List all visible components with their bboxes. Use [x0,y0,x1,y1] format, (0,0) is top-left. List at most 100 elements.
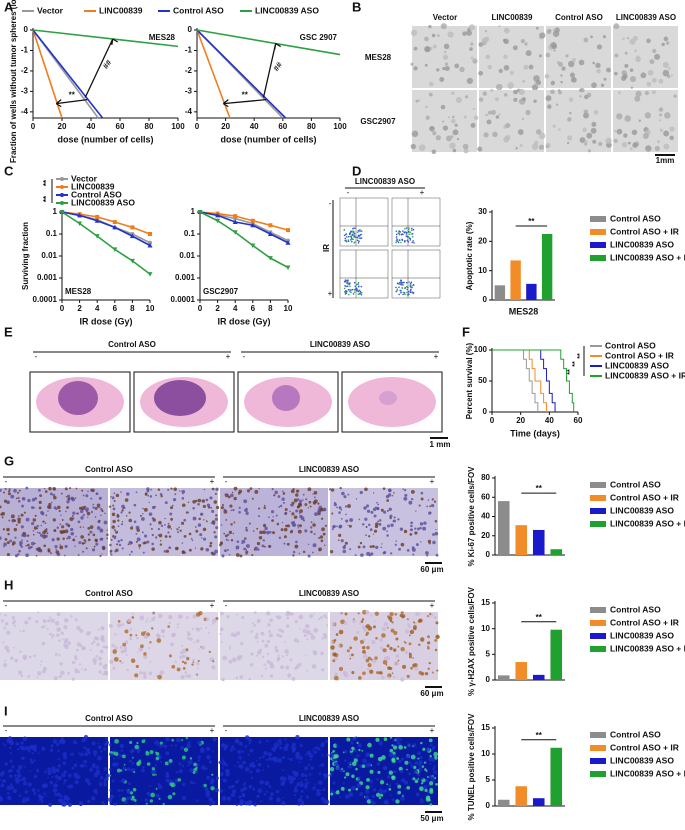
texture [636,55,640,59]
texture [116,514,120,518]
legend-swatch [590,255,606,261]
texture [64,554,66,557]
texture [187,632,191,637]
texture [403,529,408,534]
y-tick-label: 0 [188,25,193,34]
texture [351,240,353,243]
texture [0,536,2,540]
texture [174,744,178,747]
texture [405,227,408,229]
texture [131,525,133,527]
texture [122,642,127,647]
texture [363,506,367,510]
texture [87,526,91,530]
texture [213,552,216,555]
texture [13,624,16,627]
texture [359,230,361,233]
texture [344,541,348,545]
texture [268,785,272,789]
texture [211,509,215,513]
texture [165,751,170,756]
texture [25,544,28,547]
texture [63,794,68,800]
texture [63,625,68,630]
texture [135,491,138,494]
texture [386,644,390,648]
texture [466,29,472,36]
texture [32,533,35,536]
group-label: Control ASO [85,714,133,723]
texture [312,650,316,654]
texture [410,143,417,150]
texture [411,233,414,235]
texture [64,544,68,548]
texture [629,147,633,151]
y-tick-label: 60 [481,492,490,501]
texture [644,90,650,96]
texture [290,612,294,616]
texture [167,522,170,525]
texture [313,750,318,755]
texture [8,774,13,779]
texture [25,517,30,522]
texture [358,289,360,292]
texture [397,241,400,244]
texture [172,792,176,796]
x-tick-label: 20 [221,122,230,131]
texture [363,628,367,632]
texture [0,489,2,492]
texture [243,782,246,786]
texture [673,94,677,98]
texture [158,520,162,525]
texture [372,533,375,535]
texture [399,289,402,292]
texture [170,642,174,647]
texture [385,663,388,666]
texture [550,80,556,86]
texture [4,613,7,617]
texture [622,73,628,79]
texture [366,777,370,782]
texture [333,761,339,767]
texture [139,759,141,762]
texture [157,744,160,747]
texture [307,554,311,558]
texture [332,659,336,663]
texture [230,523,233,526]
texture [360,237,363,239]
texture [472,107,475,111]
texture [135,664,139,669]
texture [55,550,60,554]
texture [403,292,406,294]
texture [282,756,286,760]
texture [468,24,476,31]
texture [26,540,29,543]
texture [338,506,342,510]
texture [74,497,77,500]
texture [61,801,66,806]
texture [22,781,28,786]
texture [184,670,188,674]
texture [37,752,40,755]
texture [17,499,21,503]
texture [383,510,387,514]
texture [309,758,312,761]
texture [14,536,17,539]
texture [49,552,52,555]
texture [525,50,532,57]
texture [246,489,251,493]
texture [180,746,184,750]
texture [412,621,415,624]
texture [269,545,272,548]
texture [121,547,124,550]
texture [31,788,36,792]
texture [191,627,195,631]
texture [269,674,273,678]
texture [362,523,365,526]
texture [192,661,195,664]
texture [370,658,373,661]
texture [243,499,248,504]
texture [616,113,623,120]
texture [49,781,54,785]
texture [329,767,335,772]
